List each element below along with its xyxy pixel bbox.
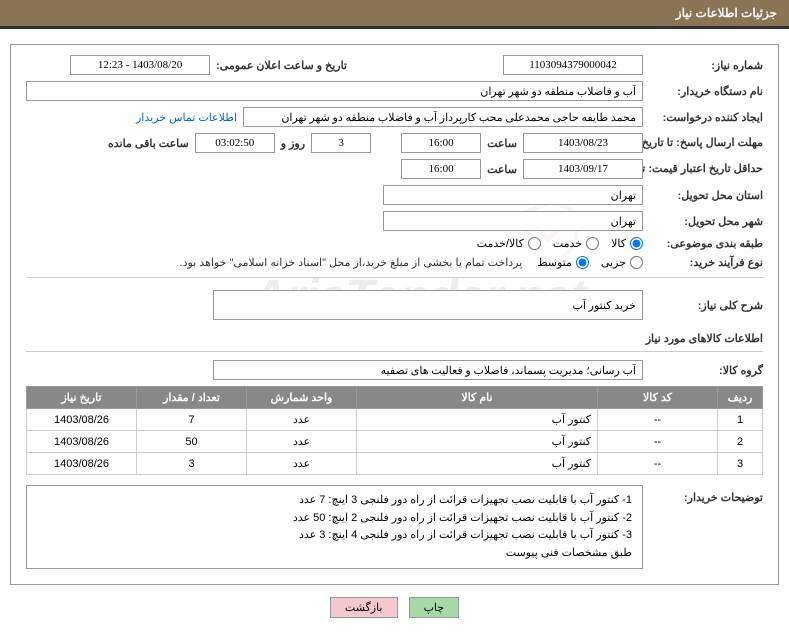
back-button[interactable]: بازگشت [330, 597, 398, 618]
remaining-label: ساعت باقی مانده [102, 137, 195, 150]
radio-service-label: خدمت [553, 237, 582, 250]
cell-date: 1403/08/26 [27, 409, 137, 431]
time-label-1: ساعت [481, 137, 523, 150]
radio-medium[interactable]: متوسط [537, 256, 589, 269]
th-unit: واحد شمارش [247, 387, 357, 409]
page-header: جزئیات اطلاعات نیاز [0, 0, 789, 26]
days-and-label: روز و [275, 137, 311, 150]
cell-qty: 7 [137, 409, 247, 431]
cell-row: 1 [718, 409, 763, 431]
payment-note: پرداخت تمام یا بخشی از مبلغ خرید،از محل … [180, 256, 538, 269]
cell-name: کنتور آب [357, 453, 598, 475]
radio-service-input[interactable] [586, 237, 599, 250]
deadline-label: مهلت ارسال پاسخ: تا تاریخ: [643, 136, 763, 150]
desc-line-4: طبق مشخصات فنی پیوست [37, 545, 632, 563]
th-name: نام کالا [357, 387, 598, 409]
cell-date: 1403/08/26 [27, 453, 137, 475]
need-number-label: شماره نیاز: [643, 59, 763, 72]
cell-row: 3 [718, 453, 763, 475]
buyer-org-label: نام دستگاه خریدار: [643, 85, 763, 98]
cell-qty: 50 [137, 431, 247, 453]
announce-date-label: تاریخ و ساعت اعلان عمومی: [210, 59, 353, 72]
radio-medium-input[interactable] [576, 256, 589, 269]
contact-link[interactable]: اطلاعات تماس خریدار [136, 111, 243, 124]
deadline-time-input[interactable] [401, 133, 481, 153]
radio-goods-service[interactable]: کالا/خدمت [477, 237, 541, 250]
cell-unit: عدد [247, 431, 357, 453]
announce-date-input[interactable] [70, 55, 210, 75]
group-input[interactable] [213, 360, 643, 380]
table-row: 3 -- کنتور آب عدد 3 1403/08/26 [27, 453, 763, 475]
table-row: 1 -- کنتور آب عدد 7 1403/08/26 [27, 409, 763, 431]
validity-time-input[interactable] [401, 159, 481, 179]
desc-line-1: 1- کنتور آب با قابلیت نصب تجهیزات قرائت … [37, 492, 632, 510]
table-row: 2 -- کنتور آب عدد 50 1403/08/26 [27, 431, 763, 453]
radio-goods-input[interactable] [630, 237, 643, 250]
radio-goods-service-input[interactable] [528, 237, 541, 250]
cell-qty: 3 [137, 453, 247, 475]
city-input[interactable] [383, 211, 643, 231]
city-label: شهر محل تحویل: [643, 215, 763, 228]
cell-code: -- [598, 431, 718, 453]
radio-service[interactable]: خدمت [553, 237, 599, 250]
description-box: 1- کنتور آب با قابلیت نصب تجهیزات قرائت … [26, 485, 643, 569]
th-qty: تعداد / مقدار [137, 387, 247, 409]
cell-unit: عدد [247, 453, 357, 475]
cell-code: -- [598, 453, 718, 475]
description-label: توضیحات خریدار: [643, 485, 763, 569]
province-label: استان محل تحویل: [643, 189, 763, 202]
desc-line-3: 3- کنتور آب با قابلیت نصب تجهیزات قرائت … [37, 527, 632, 545]
days-input[interactable] [311, 133, 371, 153]
radio-goods-service-label: کالا/خدمت [477, 237, 524, 250]
need-number-input[interactable] [503, 55, 643, 75]
requester-input[interactable] [243, 107, 643, 127]
validity-date-input[interactable] [523, 159, 643, 179]
requester-label: ایجاد کننده درخواست: [643, 111, 763, 124]
goods-section-title: اطلاعات کالاهای مورد نیاز [26, 332, 763, 352]
cell-name: کنتور آب [357, 409, 598, 431]
cell-code: -- [598, 409, 718, 431]
cell-date: 1403/08/26 [27, 431, 137, 453]
th-date: تاریخ نیاز [27, 387, 137, 409]
th-code: کد کالا [598, 387, 718, 409]
cell-row: 2 [718, 431, 763, 453]
group-label: گروه کالا: [643, 364, 763, 377]
time-label-2: ساعت [481, 163, 523, 176]
hours-input[interactable] [195, 133, 275, 153]
goods-table: ردیف کد کالا نام کالا واحد شمارش تعداد /… [26, 386, 763, 475]
desc-line-2: 2- کنتور آب با قابلیت نصب تجهیزات قرائت … [37, 510, 632, 528]
province-input[interactable] [383, 185, 643, 205]
category-label: طبقه بندی موضوعی: [643, 237, 763, 250]
cell-unit: عدد [247, 409, 357, 431]
cell-name: کنتور آب [357, 431, 598, 453]
radio-goods[interactable]: کالا [611, 237, 643, 250]
radio-partial[interactable]: جزیی [601, 256, 643, 269]
summary-input[interactable] [213, 290, 643, 320]
radio-partial-input[interactable] [630, 256, 643, 269]
th-row: ردیف [718, 387, 763, 409]
purchase-type-label: نوع فرآیند خرید: [643, 256, 763, 269]
page-title: جزئیات اطلاعات نیاز [676, 6, 777, 20]
deadline-date-input[interactable] [523, 133, 643, 153]
radio-partial-label: جزیی [601, 256, 626, 269]
print-button[interactable]: چاپ [409, 597, 460, 618]
buyer-org-input[interactable] [26, 81, 643, 101]
radio-medium-label: متوسط [537, 256, 572, 269]
summary-label: شرح کلی نیاز: [643, 299, 763, 312]
validity-label: حداقل تاریخ اعتبار قیمت: تا تاریخ: [623, 162, 763, 176]
radio-goods-label: کالا [611, 237, 626, 250]
